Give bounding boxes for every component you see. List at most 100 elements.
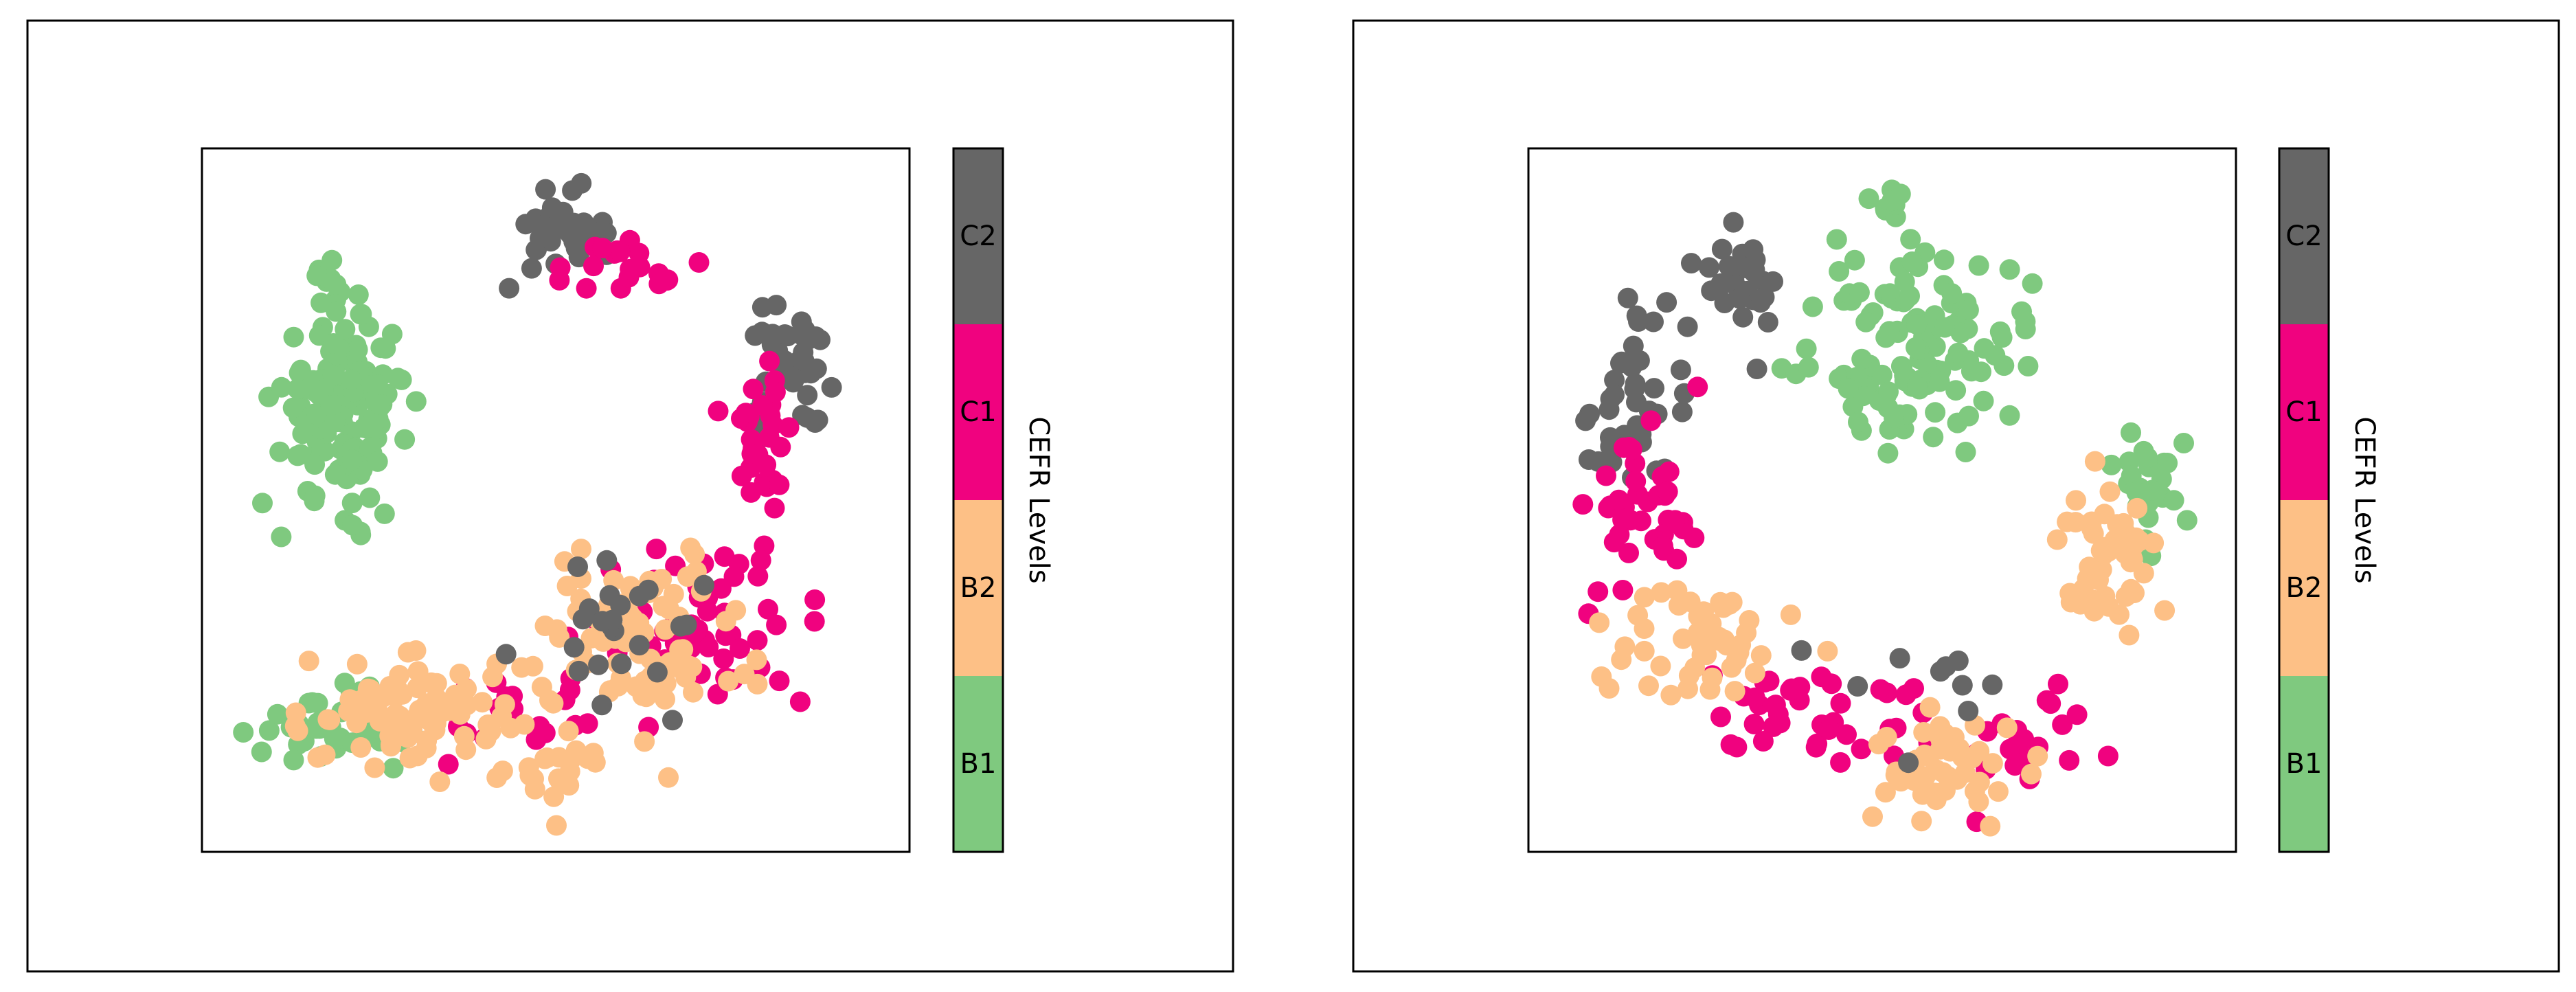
scatter-point-b2: [1660, 684, 1682, 706]
scatter-point-c1: [1572, 494, 1594, 515]
scatter-point-c1: [731, 465, 752, 486]
scatter-point-c2: [784, 368, 805, 390]
scatter-left-axes: [201, 147, 911, 853]
scatter-point-b1: [1851, 348, 1873, 370]
scatter-point-b1: [2137, 447, 2158, 469]
scatter-point-c1: [1710, 706, 1731, 728]
scatter-point-b1: [2121, 465, 2142, 486]
scatter-point-c1: [1743, 714, 1765, 734]
scatter-point-b1: [1934, 317, 1956, 338]
scatter-point-b1: [2018, 356, 2039, 376]
colorbar-label: CEFR Levels: [1023, 416, 1054, 583]
scatter-point-b1: [324, 464, 346, 485]
scatter-point-b1: [1999, 405, 2020, 426]
scatter-point-c1: [2004, 755, 2026, 776]
scatter-point-c2: [1898, 752, 1919, 774]
scatter-point-c1: [778, 417, 800, 438]
scatter-point-b2: [546, 815, 567, 836]
scatter-point-b1: [383, 758, 404, 779]
colorbar-segment-b2: [953, 500, 1003, 676]
colorbar-tick-label: C1: [960, 396, 996, 428]
scatter-point-c1: [762, 414, 784, 436]
scatter-point-b2: [571, 539, 591, 560]
scatter-point-b2: [1934, 780, 1956, 801]
scatter-point-b1: [1941, 283, 1963, 304]
colorbar-tick-label: C2: [2285, 221, 2322, 252]
scatter-point-b2: [558, 721, 579, 742]
scatter-point-c1: [1895, 684, 1917, 706]
scatter-point-b2: [364, 757, 385, 778]
scatter-point-c1: [730, 638, 750, 659]
scatter-point-b2: [2072, 578, 2094, 600]
scatter-point-b1: [405, 391, 427, 412]
scatter-point-b2: [747, 673, 768, 695]
scatter-point-c1: [549, 269, 570, 291]
scatter-point-b1: [370, 394, 391, 415]
scatter-point-c1: [1836, 724, 1857, 745]
scatter-point-b2: [725, 600, 747, 621]
scatter-point-b1: [304, 491, 325, 512]
scatter-point-b2: [2094, 504, 2115, 525]
scatter-point-b2: [1987, 781, 2009, 802]
scatter-point-b1: [1899, 285, 1920, 306]
scatter-point-c2: [1628, 311, 1649, 332]
scatter-point-b1: [326, 274, 347, 295]
scatter-point-b2: [683, 681, 703, 703]
scatter-point-b1: [2022, 273, 2043, 294]
scatter-point-c2: [1718, 256, 1739, 277]
scatter-point-b1: [2101, 454, 2122, 475]
scatter-point-c2: [1644, 378, 1664, 399]
scatter-point-c2: [821, 376, 842, 398]
scatter-point-c2: [629, 635, 650, 656]
scatter-point-c1: [1596, 465, 1616, 486]
colorbar-tick-label: B2: [2286, 572, 2323, 604]
scatter-point-c1: [1807, 733, 1828, 754]
colorbar-segment-c1: [953, 324, 1003, 500]
scatter-right-axes: [1527, 147, 2237, 853]
scatter-point-b2: [429, 771, 451, 792]
scatter-point-b2: [1702, 667, 1723, 688]
scatter-point-b2: [1969, 771, 1990, 793]
scatter-point-c2: [1625, 373, 1646, 394]
scatter-point-b1: [321, 249, 343, 271]
scatter-point-b1: [2011, 301, 2032, 322]
scatter-point-c2: [1623, 335, 1644, 357]
scatter-point-c2: [1729, 288, 1750, 309]
scatter-point-b2: [2060, 591, 2081, 613]
scatter-point-c2: [662, 710, 683, 731]
scatter-point-b1: [1838, 378, 1859, 399]
scatter-point-c2: [1732, 306, 1754, 328]
scatter-point-b2: [480, 721, 501, 742]
scatter-point-b2: [2027, 745, 2048, 767]
scatter-point-c1: [1811, 666, 1832, 688]
scatter-point-c2: [541, 197, 563, 218]
scatter-point-b2: [1724, 681, 1745, 702]
scatter-point-b2: [426, 688, 447, 709]
scatter-point-b1: [1999, 259, 2020, 280]
scatter-point-b2: [1680, 591, 1701, 613]
scatter-point-b1: [1882, 190, 1903, 212]
scatter-point-c1: [1752, 731, 1774, 752]
scatter-point-b2: [407, 703, 429, 725]
scatter-point-b2: [405, 640, 427, 661]
scatter-point-b1: [252, 493, 273, 514]
scatter-point-c1: [688, 252, 710, 273]
scatter-point-c2: [1982, 674, 2003, 695]
scatter-point-b1: [2121, 422, 2141, 443]
scatter-point-c2: [568, 660, 589, 681]
scatter-point-c1: [2066, 704, 2088, 725]
scatter-point-c2: [572, 609, 594, 630]
scatter-point-b2: [2124, 583, 2145, 603]
scatter-point-b2: [1919, 697, 1941, 718]
scatter-point-c1: [2036, 690, 2057, 711]
scatter-point-b2: [2154, 600, 2176, 621]
scatter-point-b1: [1879, 321, 1900, 342]
scatter-point-b2: [2079, 556, 2100, 578]
scatter-point-b2: [718, 670, 739, 692]
scatter-point-c2: [752, 322, 773, 343]
scatter-point-b1: [1929, 371, 1950, 392]
scatter-point-b1: [1973, 390, 1994, 412]
colorbar-tick-label: B2: [960, 572, 997, 604]
scatter-point-b1: [271, 526, 292, 548]
